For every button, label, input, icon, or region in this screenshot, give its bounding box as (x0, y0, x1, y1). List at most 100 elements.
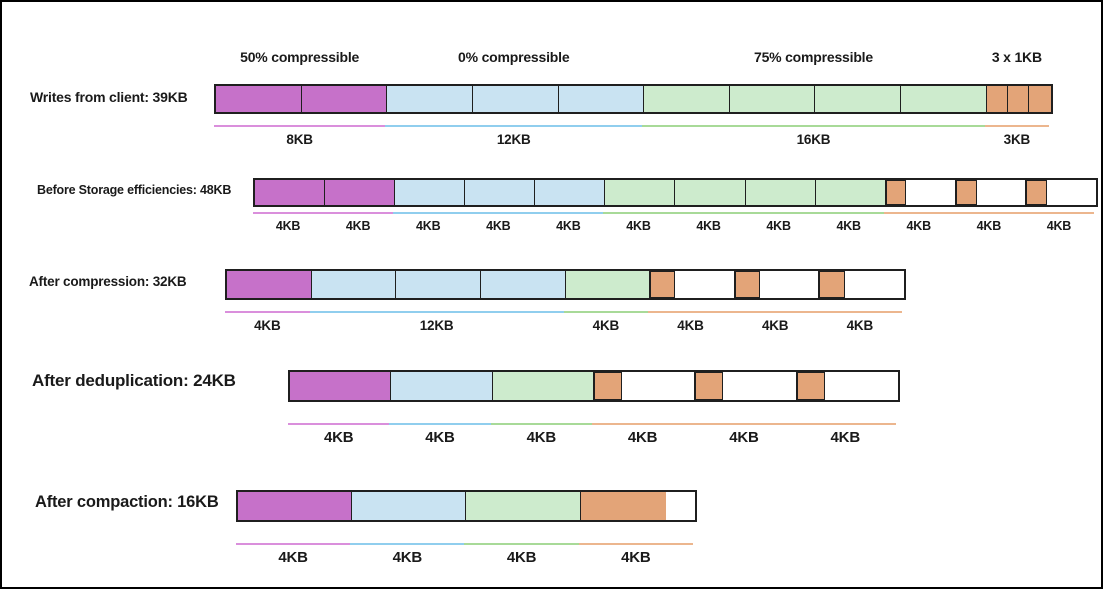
underline-segment-green (490, 423, 592, 425)
block-blue (396, 271, 481, 298)
size-label: 4KB (836, 219, 861, 233)
size-label: 4KB (278, 549, 308, 566)
size-label: 4KB (627, 429, 658, 446)
bar-writes-from-client (214, 84, 1053, 114)
size-label: 8KB (286, 132, 313, 147)
column-header: 3 x 1KB (991, 49, 1042, 65)
underline-before-storage-efficiencies (253, 212, 1094, 214)
underline-segment-orange (883, 212, 1094, 214)
block-blue (387, 86, 473, 112)
row-title-after-deduplication: After deduplication: 24KB (32, 371, 236, 390)
column-header: 75% compressible (753, 49, 873, 65)
size-label: 4KB (345, 219, 371, 233)
underline-segment-blue (385, 125, 643, 127)
orange-write-strip (734, 271, 760, 298)
size-label: 4KB (761, 318, 789, 333)
block-magenta (216, 86, 302, 112)
orange-write-strip (796, 372, 825, 400)
block-orange (1029, 86, 1051, 112)
size-label: 4KB (830, 429, 861, 446)
bar-after-compaction (236, 490, 697, 522)
size-label: 4KB (729, 429, 759, 446)
underline-after-compaction (236, 543, 693, 545)
column-header: 0% compressible (458, 49, 570, 65)
block-blue (391, 372, 493, 400)
underline-segment-orange (591, 423, 896, 425)
block-magenta (255, 180, 326, 205)
size-label: 4KB (677, 318, 704, 333)
size-label: 4KB (556, 219, 581, 233)
size-label: 4KB (275, 219, 301, 233)
size-label: 4KB (626, 219, 651, 233)
orange-write-strip (885, 180, 907, 205)
underline-segment-green (603, 212, 884, 214)
block-green (644, 86, 730, 112)
size-label: 4KB (976, 219, 1002, 233)
size-label: 4KB (254, 318, 281, 333)
size-label: 3KB (1003, 132, 1031, 147)
block-magenta (325, 180, 396, 205)
size-label: 4KB (592, 318, 620, 333)
size-label: 4KB (766, 219, 791, 233)
size-label: 12KB (419, 318, 454, 333)
size-label: 4KB (621, 549, 651, 566)
block-white (650, 271, 735, 298)
block-green (565, 271, 651, 298)
block-green (466, 492, 581, 520)
block-white (1025, 180, 1096, 205)
underline-writes-from-client (214, 125, 1049, 127)
bar-after-deduplication (288, 370, 900, 402)
underline-segment-green (642, 125, 985, 127)
block-blue (395, 180, 466, 205)
block-green (815, 86, 901, 112)
block-white (885, 180, 956, 205)
underline-segment-blue (389, 423, 491, 425)
size-label: 4KB (906, 219, 932, 233)
orange-write-strip (819, 271, 845, 298)
underline-segment-orange (578, 543, 693, 545)
block-blue (535, 180, 606, 205)
block-blue (480, 271, 566, 298)
block-magenta (301, 86, 388, 112)
underline-segment-magenta (288, 423, 390, 425)
block-green (492, 372, 594, 400)
size-label: 4KB (392, 549, 423, 566)
underline-after-compression (225, 311, 903, 313)
size-label: 4KB (415, 219, 441, 233)
block-blue (558, 86, 645, 112)
block-blue (352, 492, 467, 520)
bar-after-compression (225, 269, 907, 300)
block-magenta (227, 271, 312, 298)
underline-segment-blue (393, 212, 604, 214)
underline-segment-magenta (236, 543, 351, 545)
block-white (955, 180, 1026, 205)
row-title-after-compression: After compression: 32KB (29, 274, 187, 289)
block-blue (472, 86, 559, 112)
block-blue (465, 180, 536, 205)
block-white (593, 372, 696, 400)
size-label: 4KB (1046, 219, 1072, 233)
orange-write-strip (593, 372, 623, 400)
underline-segment-magenta (214, 125, 386, 127)
block-white (796, 372, 898, 400)
underline-segment-green (464, 543, 579, 545)
size-label: 4KB (846, 318, 874, 333)
underline-segment-magenta (225, 311, 310, 313)
size-label: 4KB (323, 429, 354, 446)
orange-write-strip (580, 492, 667, 520)
underline-segment-blue (309, 311, 564, 313)
block-magenta (290, 372, 392, 400)
block-green (815, 180, 886, 205)
orange-write-strip (1025, 180, 1047, 205)
block-white (819, 271, 904, 298)
block-green (675, 180, 746, 205)
size-label: 4KB (696, 219, 721, 233)
size-label: 4KB (425, 429, 455, 446)
size-label: 16KB (796, 132, 831, 147)
row-title-before-storage-efficiencies: Before Storage efficiencies: 48KB (37, 183, 232, 197)
block-orange (986, 86, 1009, 112)
row-title-after-compaction: After compaction: 16KB (35, 493, 219, 511)
block-green (745, 180, 816, 205)
orange-write-strip (695, 372, 724, 400)
